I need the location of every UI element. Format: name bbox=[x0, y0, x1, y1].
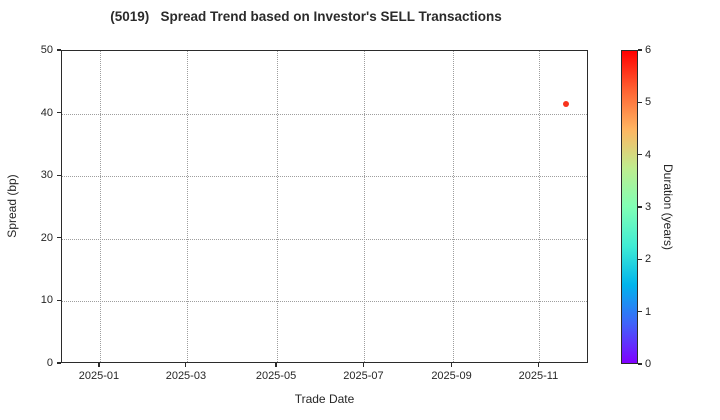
x-tick-mark bbox=[275, 363, 277, 367]
x-gridline bbox=[99, 51, 101, 362]
y-tick-label: 0 bbox=[46, 357, 53, 369]
y-axis-label: Spread (bp) bbox=[5, 174, 19, 238]
y-tick-mark bbox=[57, 112, 61, 114]
colorbar-tick-label: 2 bbox=[645, 253, 652, 266]
y-tick-mark bbox=[57, 237, 61, 239]
colorbar-tick-mark bbox=[638, 363, 642, 365]
y-tick-label: 10 bbox=[40, 294, 53, 307]
colorbar-gradient bbox=[622, 51, 637, 363]
y-gridline bbox=[62, 113, 587, 115]
x-gridline bbox=[186, 51, 188, 362]
y-tick-label: 40 bbox=[40, 106, 53, 119]
colorbar-tick-label: 6 bbox=[645, 44, 652, 56]
data-point bbox=[562, 100, 569, 107]
x-tick-label: 2025-07 bbox=[343, 370, 384, 382]
x-axis-label: Trade Date bbox=[294, 392, 355, 406]
x-tick-mark bbox=[98, 363, 100, 367]
x-gridline bbox=[364, 51, 366, 362]
x-gridline bbox=[539, 51, 541, 362]
colorbar-tick-mark bbox=[638, 311, 642, 313]
y-gridline bbox=[62, 301, 587, 303]
y-tick-label: 20 bbox=[40, 231, 53, 244]
x-tick-label: 2025-11 bbox=[518, 370, 559, 382]
colorbar-tick-label: 3 bbox=[645, 201, 652, 213]
colorbar-tick-mark bbox=[638, 154, 642, 156]
colorbar-tick-mark bbox=[638, 49, 642, 51]
y-tick-mark bbox=[57, 299, 61, 301]
colorbar-tick-mark bbox=[638, 258, 642, 260]
x-tick-mark bbox=[450, 363, 453, 367]
x-gridline bbox=[277, 51, 279, 362]
y-tick-mark bbox=[57, 174, 61, 176]
y-tick-label: 50 bbox=[40, 44, 53, 56]
x-tick-label: 2025-09 bbox=[431, 370, 472, 382]
x-tick-mark bbox=[537, 363, 540, 367]
colorbar-tick-label: 5 bbox=[645, 96, 652, 109]
x-gridline bbox=[452, 51, 454, 362]
plot-area bbox=[61, 50, 588, 363]
y-gridline bbox=[62, 238, 587, 240]
colorbar-tick-label: 4 bbox=[645, 148, 652, 161]
y-tick-mark bbox=[57, 49, 61, 51]
y-tick-mark bbox=[57, 362, 61, 364]
x-tick-mark bbox=[362, 363, 365, 367]
colorbar-tick-label: 1 bbox=[645, 305, 652, 318]
colorbar bbox=[621, 50, 638, 364]
colorbar-tick-mark bbox=[638, 101, 642, 103]
colorbar-tick-label: 0 bbox=[645, 358, 652, 370]
x-tick-mark bbox=[185, 363, 187, 367]
x-tick-label: 2025-03 bbox=[165, 370, 207, 382]
x-tick-label: 2025-05 bbox=[255, 370, 297, 382]
colorbar-tick-mark bbox=[638, 206, 642, 208]
chart-title: (5019) Spread Trend based on Investor's … bbox=[110, 9, 502, 24]
x-tick-label: 2025-01 bbox=[78, 370, 120, 382]
colorbar-label: Duration (years) bbox=[661, 163, 675, 251]
y-gridline bbox=[62, 176, 587, 178]
y-tick-label: 30 bbox=[40, 169, 53, 182]
